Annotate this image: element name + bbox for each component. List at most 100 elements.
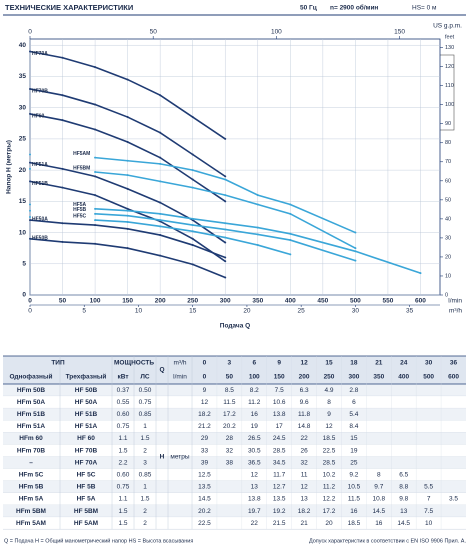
- plot-area: [29, 38, 441, 296]
- kw: 0.37: [117, 387, 130, 394]
- head-value: 18.2: [198, 411, 211, 418]
- single-model: HFm 60: [19, 435, 43, 442]
- feet-tick-label: 60: [445, 178, 451, 184]
- curve-point: [289, 239, 292, 242]
- q-m3h: 12: [300, 360, 308, 367]
- head-value: 34.5: [273, 459, 286, 466]
- head-value: 11: [301, 471, 308, 478]
- curve-point: [61, 56, 64, 59]
- three-model: HF 51B: [75, 411, 98, 418]
- hp: 2: [143, 447, 147, 454]
- head-value: 8.8: [399, 484, 408, 491]
- curve-point: [126, 247, 129, 250]
- head-value: 22.5: [323, 447, 336, 454]
- head-value: 8: [377, 471, 381, 478]
- single-model: HFm 5A: [19, 496, 44, 503]
- curve-point: [126, 209, 129, 212]
- head-value: 13: [251, 484, 259, 491]
- curve-point: [191, 237, 194, 240]
- head-value: 10.8: [372, 496, 385, 503]
- x-axis-label: Подача Q: [220, 323, 250, 330]
- head-value: 20: [325, 520, 333, 527]
- head-value: 9.6: [300, 399, 309, 406]
- curve-point: [29, 167, 31, 170]
- m3h-tick-label: 35: [406, 308, 414, 315]
- single-model: HFm 5BM: [16, 508, 46, 515]
- head-value: 11.2: [248, 399, 261, 406]
- curve-point: [159, 225, 162, 228]
- head-value: 28.5: [273, 447, 286, 454]
- curve-point: [29, 50, 31, 53]
- curve-point: [29, 112, 31, 115]
- curve-point: [94, 219, 97, 222]
- head-value: 21.2: [198, 423, 211, 430]
- head-value: 18.5: [323, 435, 336, 442]
- hp: 0.85: [139, 471, 152, 478]
- head-value: 18.2: [298, 508, 311, 515]
- chart: 0 50 100 150 200 250 300 350 400 450 500 550 600 l/mi…: [19, 23, 463, 315]
- curve-point: [159, 201, 162, 204]
- row-bg: [3, 420, 466, 433]
- head-value: 13: [400, 508, 408, 515]
- feet-tick-label: 40: [445, 216, 451, 222]
- feet-tick-label: 10: [445, 273, 451, 279]
- x-tick-label: 350: [252, 298, 263, 305]
- curve-point: [419, 272, 422, 275]
- top-tick-label: 150: [394, 29, 405, 36]
- single-header: Однофазный: [9, 373, 52, 381]
- curve-point: [354, 231, 357, 234]
- y-tick-label: 10: [19, 229, 27, 236]
- suction-height: HS= 0 м: [412, 5, 437, 12]
- hp: 0.85: [139, 411, 152, 418]
- head-value: 11.7: [273, 471, 286, 478]
- y-tick-label: 25: [19, 136, 27, 143]
- curve-point: [94, 128, 97, 131]
- head-value: 8.4: [349, 423, 358, 430]
- curve-point: [159, 219, 162, 222]
- head-value: 11.5: [223, 399, 236, 406]
- q-lmin: 0: [203, 374, 207, 381]
- head-value: 16: [375, 520, 383, 527]
- three-model: HF 50A: [75, 399, 98, 406]
- curve-point: [191, 263, 194, 266]
- row-bg: [3, 480, 466, 493]
- head-value: 5.5: [424, 484, 433, 491]
- curve-point: [126, 159, 129, 162]
- head-value: 28.5: [323, 459, 336, 466]
- curve-label: HF51A: [32, 162, 48, 168]
- head-value: 11.5: [348, 496, 361, 503]
- q-m3h: 30: [425, 360, 433, 367]
- x-tick-label: 300: [220, 298, 231, 305]
- x-tick-label: 500: [350, 298, 361, 305]
- kw: 0.55: [117, 399, 130, 406]
- head-value: 7.5: [275, 387, 284, 394]
- curve-point: [191, 178, 194, 181]
- head-value: 36.5: [248, 459, 261, 466]
- curve-point: [191, 217, 194, 220]
- head-value: 5.4: [349, 411, 358, 418]
- y-tick-label: 5: [22, 260, 26, 267]
- m3h-tick-label: 25: [298, 308, 306, 315]
- feet-tick-label: 100: [445, 102, 454, 108]
- top-tick-label: 0: [28, 29, 32, 36]
- curve-point: [256, 203, 259, 206]
- head-value: 18.5: [348, 520, 361, 527]
- curve-point: [94, 224, 97, 227]
- q-lmin: 150: [274, 374, 285, 381]
- head-value: 10: [425, 520, 433, 527]
- three-model: HF 5BM: [74, 508, 98, 515]
- head-value: 10.2: [323, 471, 336, 478]
- curve-point: [29, 203, 31, 206]
- curve-point: [289, 253, 292, 256]
- head-value: 9: [327, 411, 331, 418]
- curve-point: [191, 224, 194, 227]
- y-tick-label: 20: [19, 167, 27, 174]
- curve-point: [354, 250, 357, 253]
- curve-point: [29, 219, 31, 222]
- curve-point: [354, 247, 357, 250]
- q-m3h: 24: [400, 360, 408, 367]
- curve-point: [159, 234, 162, 237]
- head-value: 9.7: [374, 484, 383, 491]
- head-value: 12.2: [323, 496, 336, 503]
- curve-point: [159, 212, 162, 215]
